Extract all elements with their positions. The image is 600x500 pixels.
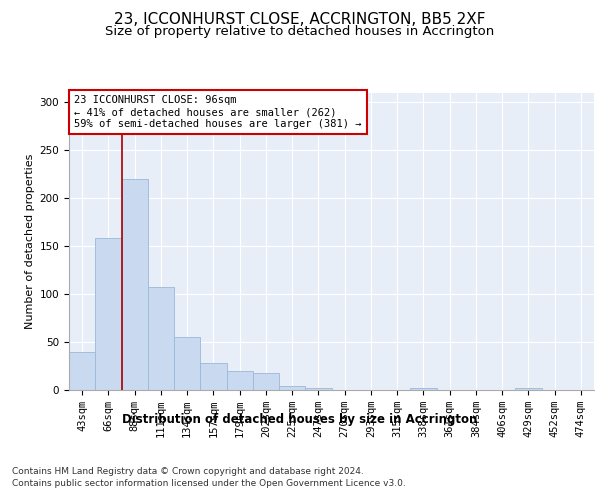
Bar <box>121 179 148 390</box>
Bar <box>410 388 437 390</box>
Bar <box>95 238 121 390</box>
Bar <box>200 363 227 390</box>
Text: 23 ICCONHURST CLOSE: 96sqm
← 41% of detached houses are smaller (262)
59% of sem: 23 ICCONHURST CLOSE: 96sqm ← 41% of deta… <box>74 96 362 128</box>
Text: Size of property relative to detached houses in Accrington: Size of property relative to detached ho… <box>106 25 494 38</box>
Bar <box>279 386 305 390</box>
Bar <box>69 352 95 390</box>
Bar <box>253 372 279 390</box>
Bar <box>515 388 542 390</box>
Bar <box>174 337 200 390</box>
Bar <box>305 388 331 390</box>
Bar <box>227 371 253 390</box>
Text: 23, ICCONHURST CLOSE, ACCRINGTON, BB5 2XF: 23, ICCONHURST CLOSE, ACCRINGTON, BB5 2X… <box>114 12 486 28</box>
Text: Distribution of detached houses by size in Accrington: Distribution of detached houses by size … <box>122 412 478 426</box>
Bar <box>148 288 174 390</box>
Y-axis label: Number of detached properties: Number of detached properties <box>25 154 35 329</box>
Text: Contains public sector information licensed under the Open Government Licence v3: Contains public sector information licen… <box>12 479 406 488</box>
Text: Contains HM Land Registry data © Crown copyright and database right 2024.: Contains HM Land Registry data © Crown c… <box>12 468 364 476</box>
